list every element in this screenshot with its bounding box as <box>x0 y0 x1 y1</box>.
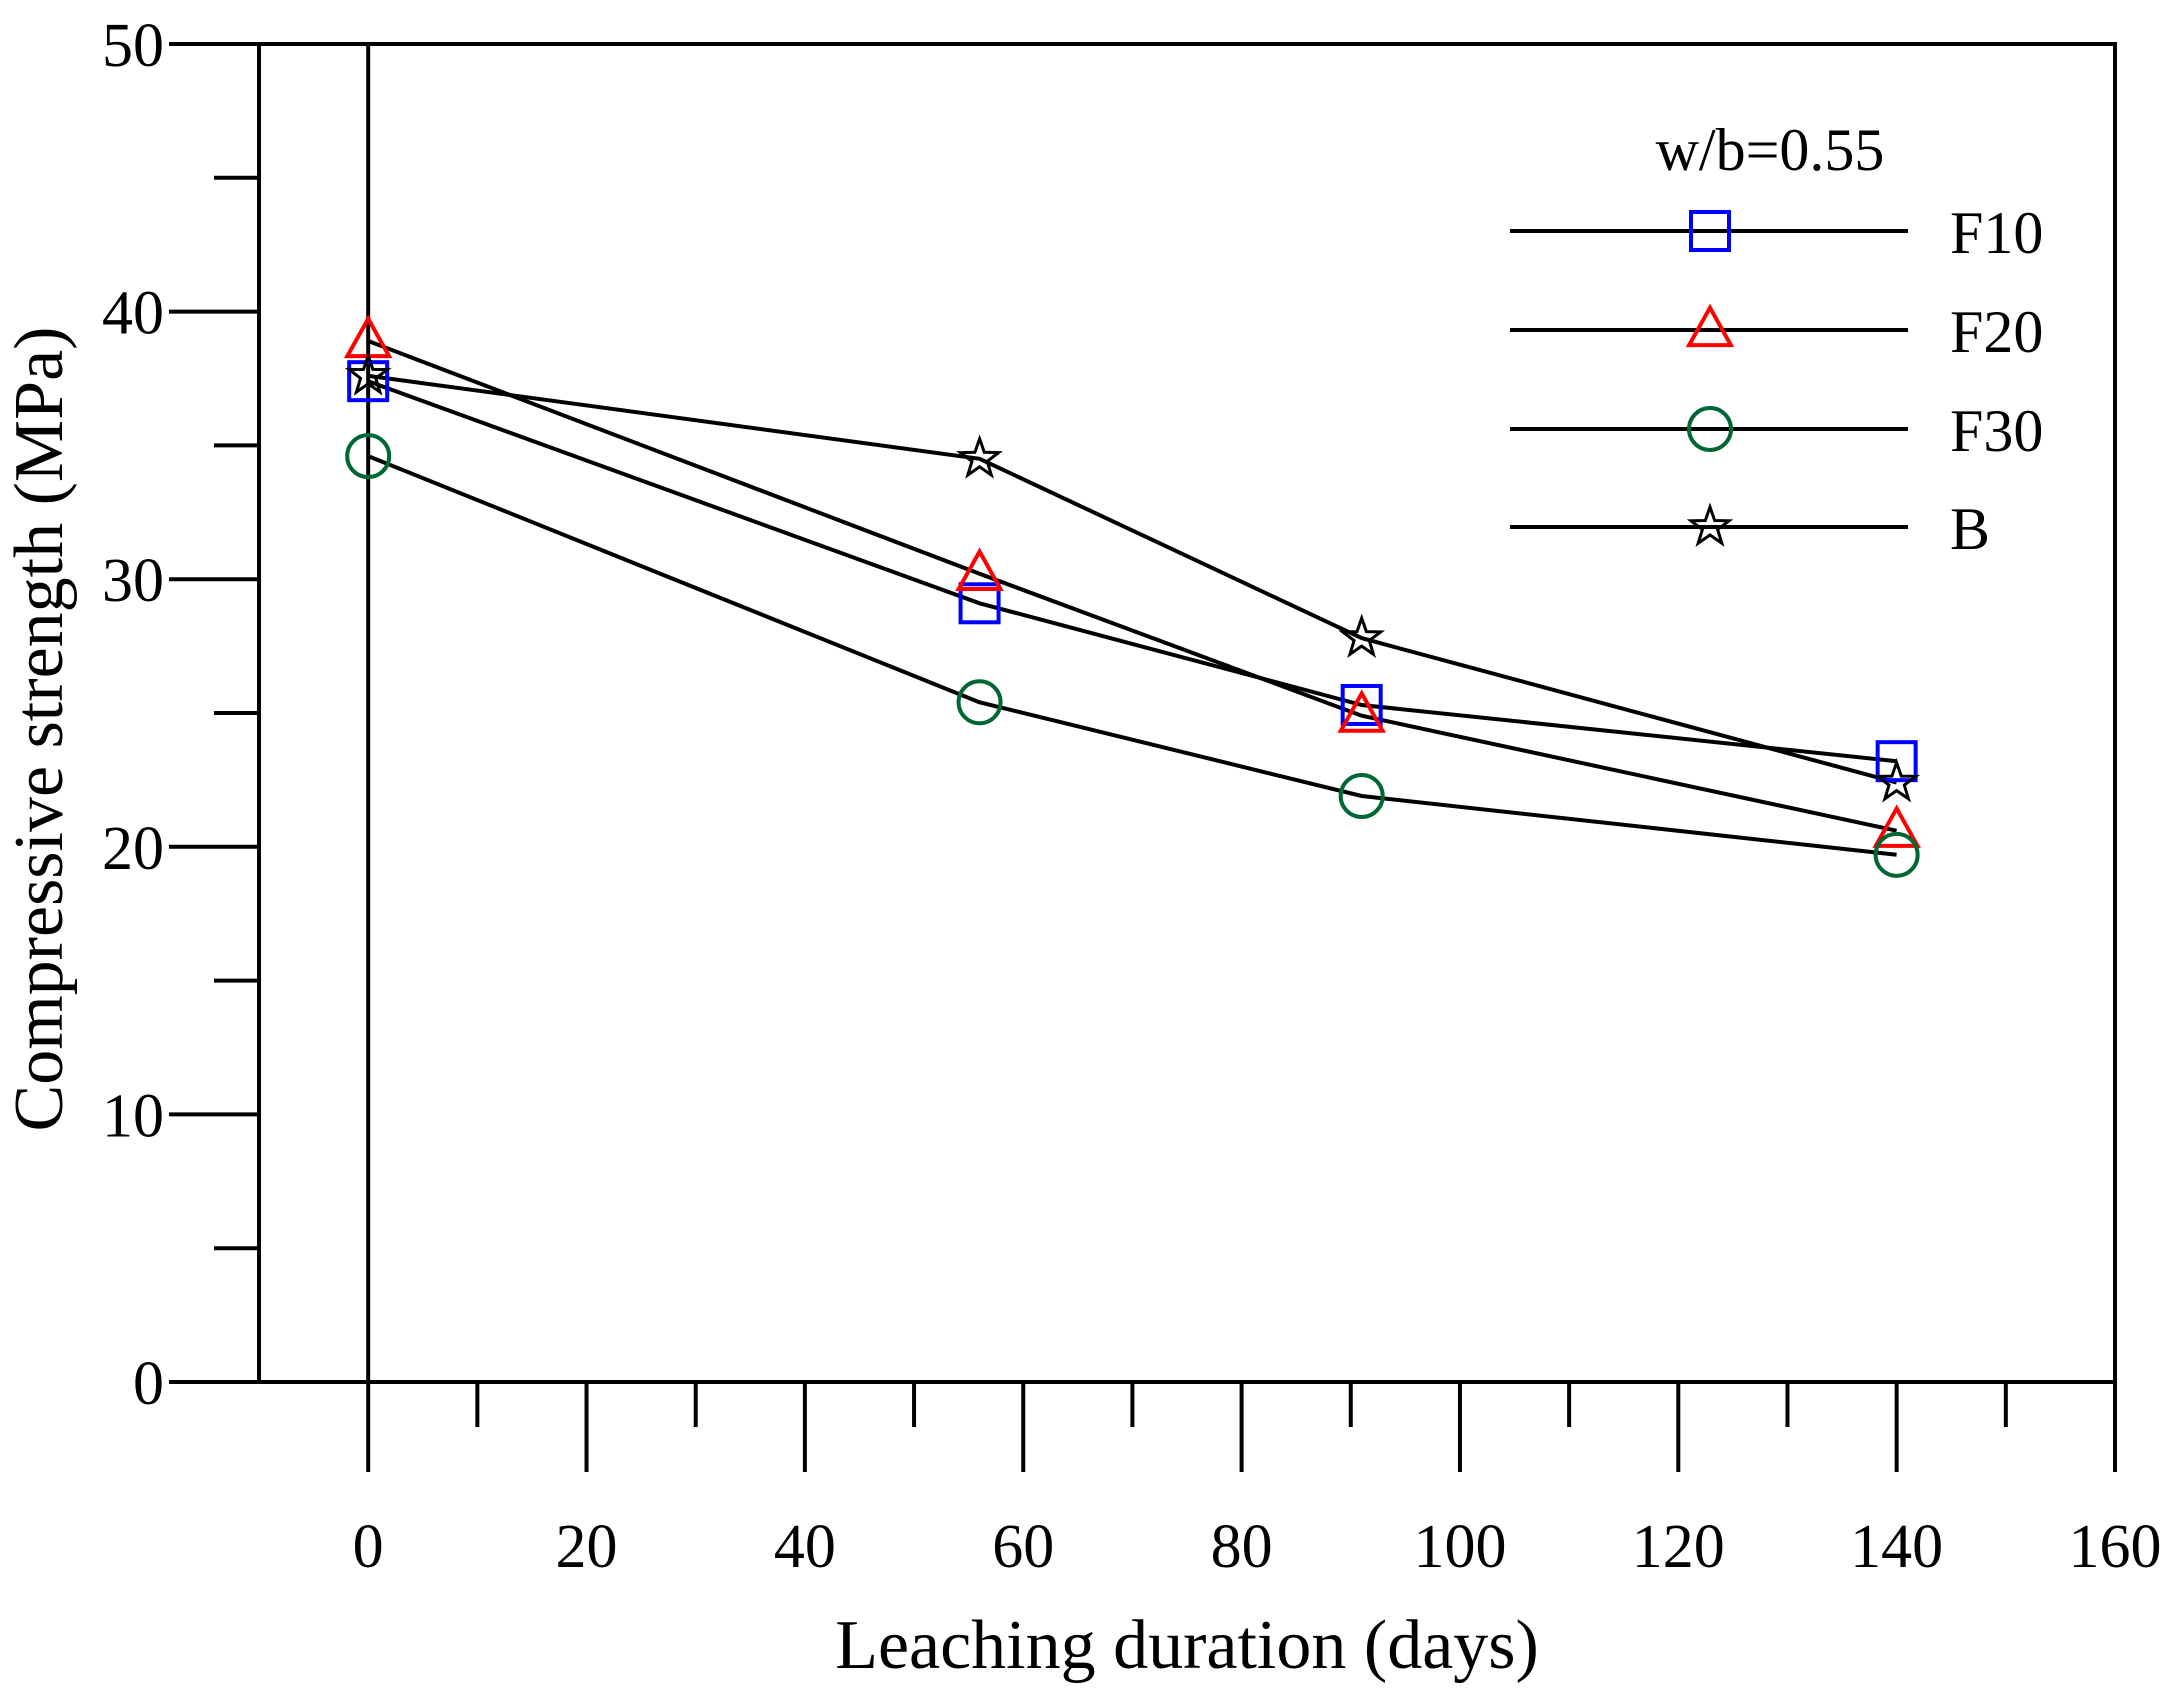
y-axis-title: Compressive strength (MPa) <box>1 327 78 1132</box>
legend-label-f30: F30 <box>1950 398 2043 464</box>
legend-marker-f30 <box>1687 406 1733 452</box>
plot-frame <box>257 42 2117 1384</box>
data-point-b <box>1338 613 1386 658</box>
data-point-f10 <box>347 360 390 403</box>
data-point-f30 <box>345 433 392 480</box>
data-point-f30 <box>1338 772 1385 819</box>
data-point-f10 <box>1875 740 1918 783</box>
legend-label-f20: F20 <box>1950 299 2043 365</box>
x-tick-label: 140 <box>1850 1513 1943 1581</box>
series-group <box>343 314 1921 878</box>
y-tick-label: 40 <box>102 280 164 348</box>
data-point-b <box>1873 758 1921 803</box>
x-axis-title: Leaching duration (days) <box>835 1607 1539 1684</box>
x-tick-label: 20 <box>556 1513 618 1581</box>
x-tick-label: 0 <box>353 1513 384 1581</box>
legend-marker-b <box>1686 502 1734 547</box>
x-tick-label: 80 <box>1211 1513 1273 1581</box>
data-point-f10 <box>958 582 1001 625</box>
x-tick-label: 160 <box>2069 1513 2162 1581</box>
legend-label-f10: F10 <box>1950 200 2043 266</box>
data-point-f30 <box>956 679 1003 726</box>
legend-title: w/b=0.55 <box>1656 117 1885 183</box>
series-line-f30 <box>367 454 1897 857</box>
data-point-f10 <box>1340 683 1383 726</box>
data-point-f20 <box>955 547 1004 591</box>
data-point-b <box>344 351 392 396</box>
axes-group: 0 10 20 30 40 50 0 20 40 60 80 100 120 140 160 <box>102 12 2162 1581</box>
y-tick-label: 0 <box>133 1350 164 1418</box>
x-tick-label: 100 <box>1413 1513 1506 1581</box>
series-line-f10 <box>367 379 1897 764</box>
y-tick-label: 50 <box>102 12 164 80</box>
series-line-b <box>367 373 1898 785</box>
y-tick-label: 10 <box>102 1082 164 1150</box>
x-tick-label: 60 <box>992 1513 1054 1581</box>
legend-marker-f10 <box>1689 210 1731 252</box>
data-point-f20 <box>1872 804 1921 848</box>
data-point-f20 <box>1337 689 1386 733</box>
data-point-b <box>956 434 1003 479</box>
legend: F10 F20 F30 B <box>1510 200 2043 562</box>
y-tick-label: 20 <box>102 815 164 883</box>
x-tick-label: 120 <box>1632 1513 1725 1581</box>
series-line-f20 <box>367 339 1898 833</box>
x-tick-label: 40 <box>774 1513 836 1581</box>
legend-label-b: B <box>1950 496 1990 562</box>
data-point-f30 <box>1873 831 1920 878</box>
y-tick-label: 30 <box>102 547 164 615</box>
legend-marker-f20 <box>1685 303 1735 348</box>
